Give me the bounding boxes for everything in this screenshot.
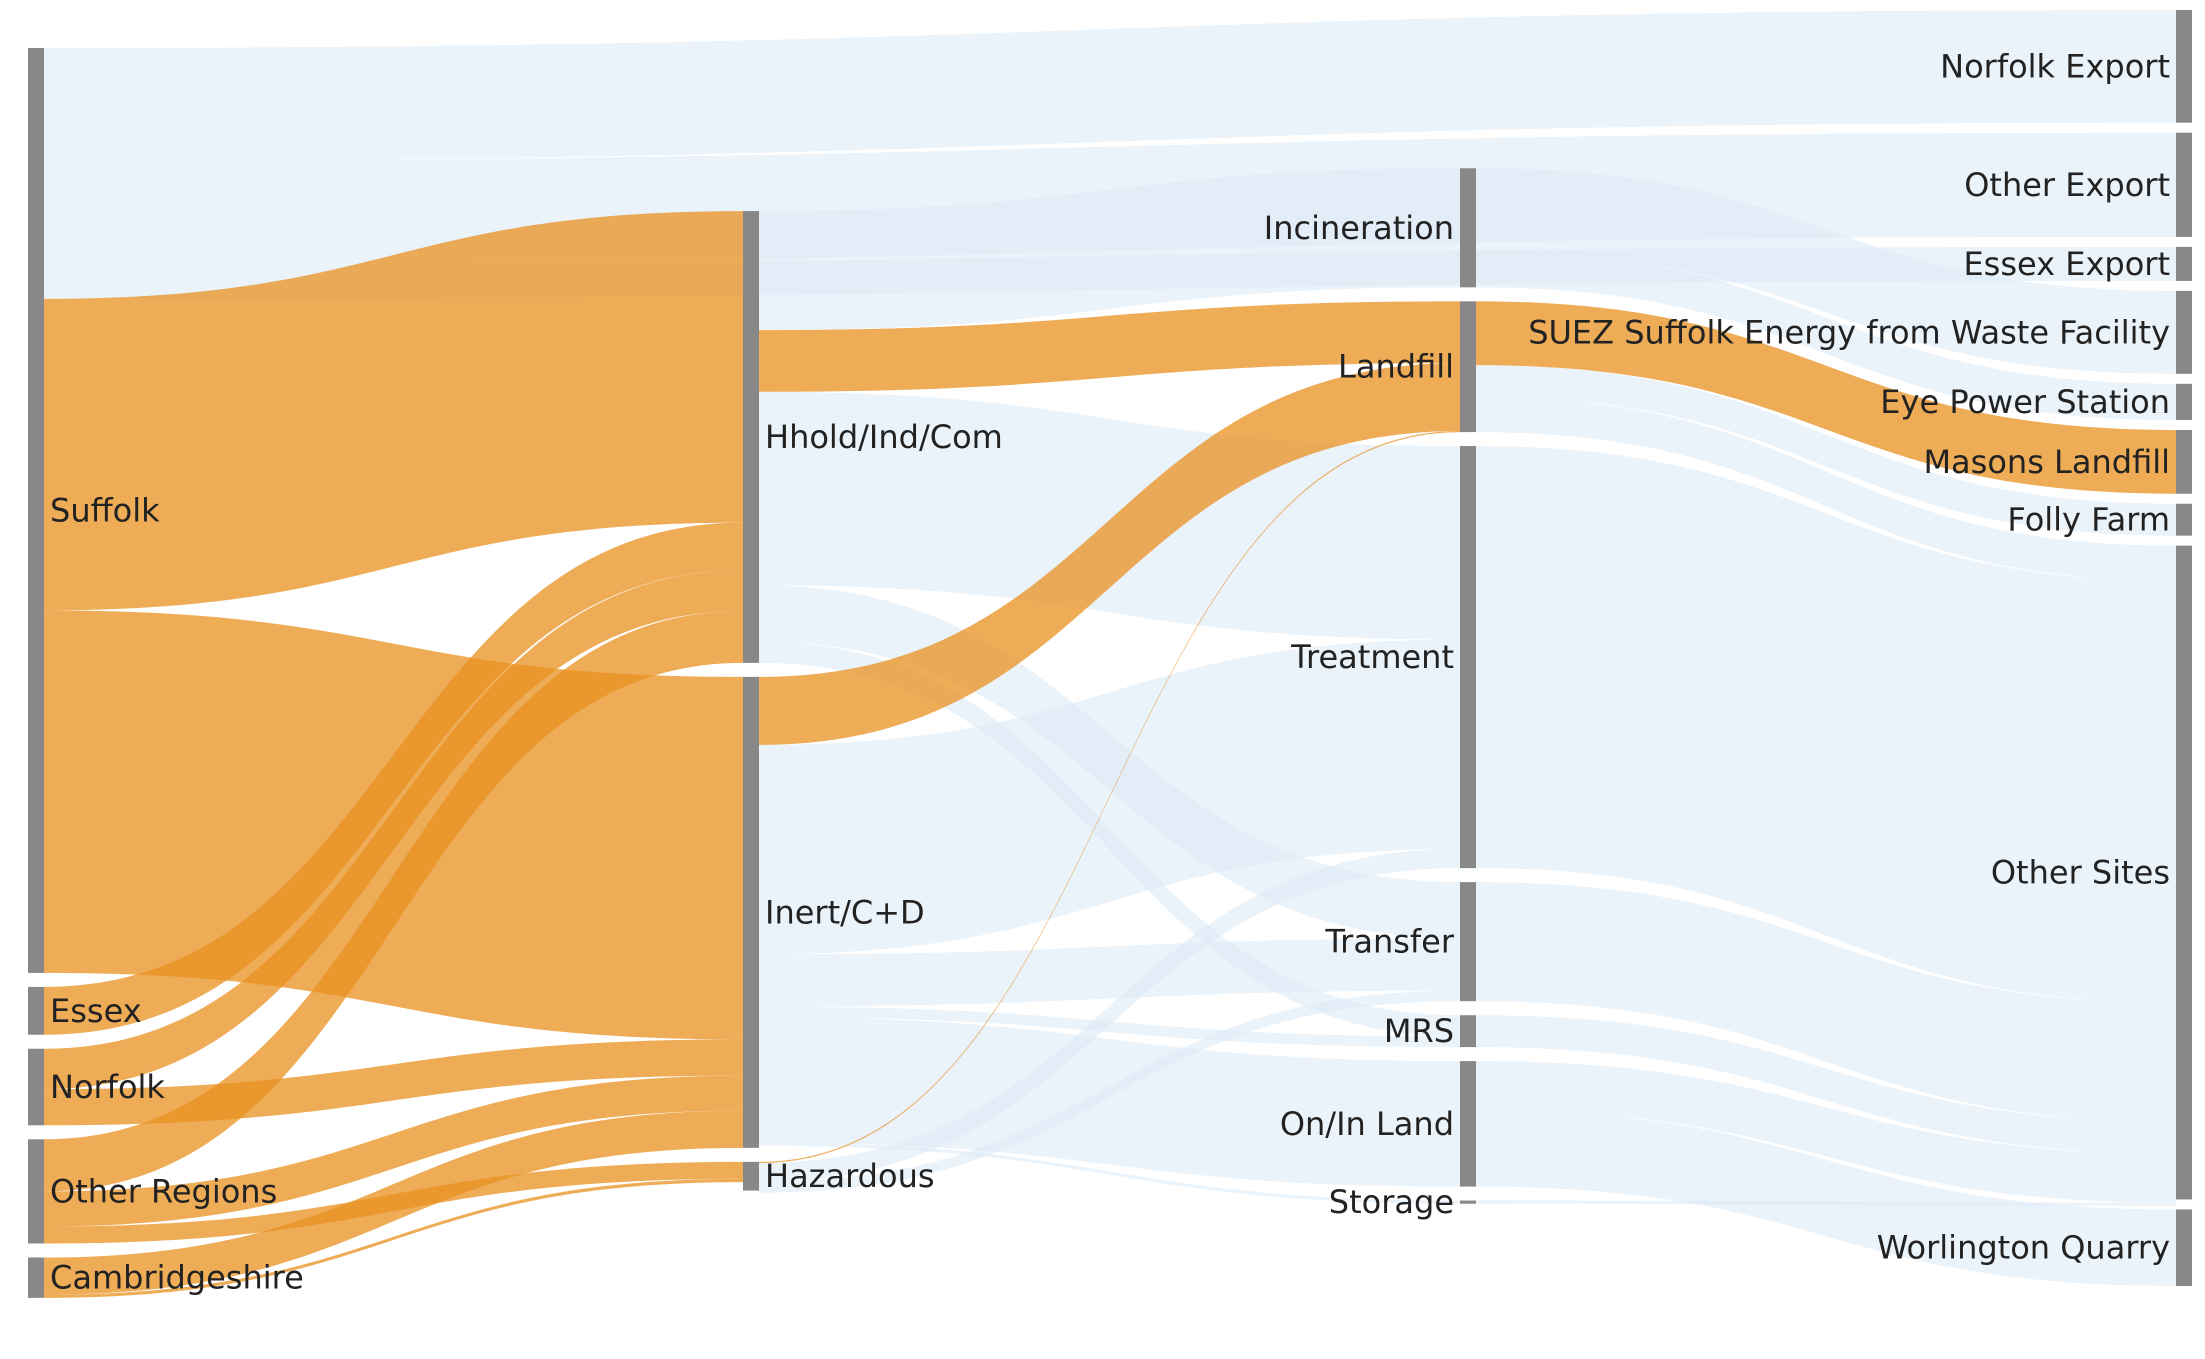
link-inert-c-d-to-mrs[interactable] [759, 1006, 1460, 1048]
link-incineration-to-eye-power-station[interactable] [1476, 251, 2176, 420]
node-other-export[interactable] [2176, 132, 2192, 237]
node-worlington-quarry[interactable] [2176, 1209, 2192, 1286]
link-transfer-to-other-sites[interactable] [1476, 882, 2176, 1122]
link-inert-c-d-to-transfer[interactable] [759, 938, 1460, 1007]
link-hhold-ind-com-to-landfill[interactable] [759, 301, 1460, 392]
node-label-storage: Storage [1329, 1183, 1454, 1221]
node-treatment[interactable] [1460, 446, 1476, 869]
node-label-mrs: MRS [1384, 1012, 1454, 1050]
node-norfolk[interactable] [28, 1048, 44, 1126]
node-label-worlington-quarry: Worlington Quarry [1877, 1229, 2170, 1267]
link-cambridgeshire-to-inert-c-d[interactable] [44, 1110, 743, 1295]
node-hazardous[interactable] [743, 1161, 759, 1191]
node-label-essex: Essex [50, 992, 142, 1030]
link-storage-to-other-sites[interactable] [1476, 1200, 2176, 1206]
node-other-regions[interactable] [28, 1139, 44, 1244]
link-on-in-land-to-worlington-quarry[interactable] [1476, 1110, 2176, 1286]
node-essex-export[interactable] [2176, 246, 2192, 281]
node-masons-landfill[interactable] [2176, 429, 2192, 494]
node-inert-c-d[interactable] [743, 676, 759, 1148]
node-incineration[interactable] [1460, 168, 1476, 288]
node-suez-suffolk-energy-from-waste-facility[interactable] [2176, 290, 2192, 374]
node-folly-farm[interactable] [2176, 503, 2192, 536]
sankey-nodes [28, 10, 2192, 1298]
link-treatment-to-other-sites[interactable] [1476, 446, 2176, 1003]
node-label-norfolk-export: Norfolk Export [1940, 47, 2170, 85]
sankey-labels: Suffolk Essex Norfolk Other Regions Cambridg… [50, 47, 2170, 1296]
link-landfill-to-other-sites[interactable] [1476, 397, 2176, 581]
node-norfolk-export[interactable] [2176, 10, 2192, 123]
node-mrs[interactable] [1460, 1015, 1476, 1048]
node-eye-power-station[interactable] [2176, 383, 2192, 420]
sankey-links [44, 10, 2176, 1298]
link-inert-c-d-to-storage[interactable] [759, 1142, 1460, 1204]
link-cambridgeshire-to-hazardous[interactable] [44, 1178, 743, 1298]
link-hazardous-to-treatment[interactable] [759, 849, 1460, 1183]
node-other-sites[interactable] [2176, 545, 2192, 1200]
link-hazardous-to-landfill[interactable] [759, 431, 1460, 1164]
node-cambridgeshire[interactable] [28, 1257, 44, 1298]
node-label-hhold-ind-com: Hhold/Ind/Com [765, 418, 1003, 456]
link-suffolk-to-hhold-ind-com[interactable] [44, 211, 743, 611]
node-label-essex-export: Essex Export [1963, 245, 2170, 283]
node-label-inert-c-d: Inert/C+D [765, 893, 925, 931]
node-label-other-sites: Other Sites [1991, 854, 2170, 892]
node-label-transfer: Transfer [1324, 923, 1455, 961]
node-transfer[interactable] [1460, 882, 1476, 1002]
link-hazardous-to-transfer[interactable] [759, 990, 1460, 1193]
node-label-folly-farm: Folly Farm [2007, 501, 2170, 539]
node-label-landfill: Landfill [1338, 348, 1454, 386]
link-other-regions-to-inert-c-d[interactable] [44, 1075, 743, 1227]
node-on-in-land[interactable] [1460, 1061, 1476, 1187]
node-label-treatment: Treatment [1290, 638, 1454, 676]
link-norfolk-to-hhold-ind-com[interactable] [44, 570, 743, 1090]
node-label-suffolk: Suffolk [50, 491, 160, 529]
node-label-cambridgeshire: Cambridgeshire [50, 1259, 304, 1297]
node-label-other-export: Other Export [1964, 166, 2170, 204]
node-hhold-ind-com[interactable] [743, 211, 759, 663]
node-essex[interactable] [28, 986, 44, 1035]
node-label-hazardous: Hazardous [765, 1157, 935, 1195]
node-label-suez-suffolk-energy-from-waste-facility: SUEZ Suffolk Energy from Waste Facility [1528, 313, 2170, 351]
node-label-other-regions: Other Regions [50, 1172, 277, 1210]
link-on-in-land-to-other-sites[interactable] [1476, 1061, 2176, 1203]
link-mrs-to-other-sites[interactable] [1476, 1015, 2176, 1154]
node-suffolk[interactable] [28, 48, 44, 973]
node-label-eye-power-station: Eye Power Station [1880, 383, 2170, 421]
link-incineration-to-suez-suffolk-energy-from-waste-facility[interactable] [1476, 168, 2176, 374]
node-landfill[interactable] [1460, 301, 1476, 433]
link-landfill-to-masons-landfill[interactable] [1476, 301, 2176, 494]
node-label-norfolk: Norfolk [50, 1068, 165, 1106]
link-hhold-ind-com-to-incineration[interactable] [759, 168, 1460, 331]
node-storage[interactable] [1460, 1200, 1476, 1204]
link-other-regions-to-hhold-ind-com[interactable] [44, 610, 743, 1192]
node-label-incineration: Incineration [1264, 209, 1454, 247]
link-essex-to-hhold-ind-com[interactable] [44, 522, 743, 1035]
link-suffolk-to-norfolk-export[interactable] [44, 10, 2176, 161]
link-landfill-to-folly-farm[interactable] [1476, 365, 2176, 536]
link-inert-c-d-to-landfill[interactable] [759, 362, 1460, 745]
node-label-masons-landfill: Masons Landfill [1923, 443, 2170, 481]
node-label-on-in-land: On/In Land [1280, 1105, 1454, 1143]
